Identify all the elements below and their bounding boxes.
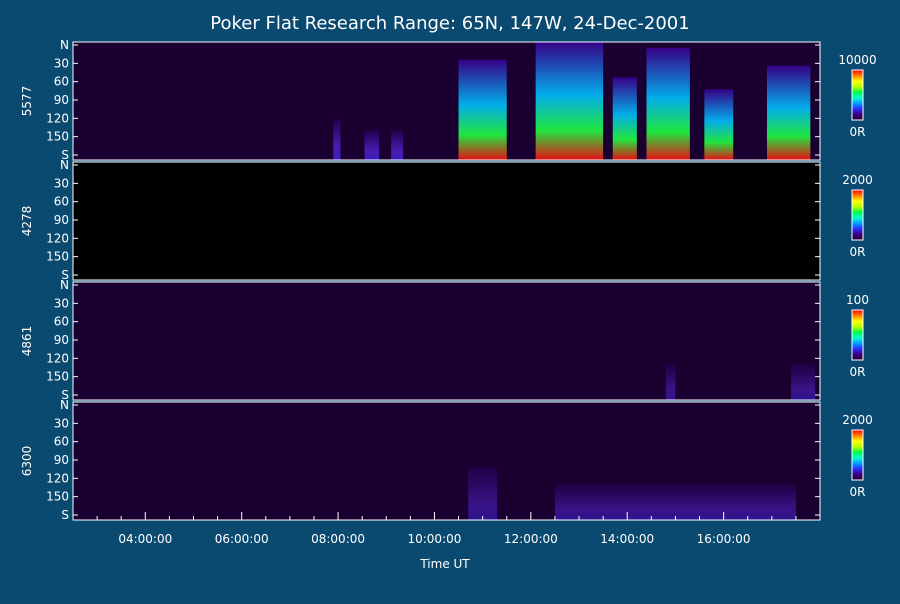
emission-feature-5577-8: [766, 65, 811, 160]
y-tick-label: 120: [46, 231, 69, 245]
y-tick-label: 150: [46, 130, 69, 144]
y-tick-label: 60: [54, 315, 69, 329]
y-tick-label: 150: [46, 370, 69, 384]
colorbar-frame: [851, 429, 864, 481]
colorbar-min-label: 0R: [850, 365, 866, 379]
colorbar-frame: [851, 69, 864, 121]
colorbar-max-label: 2000: [842, 173, 873, 187]
emission-feature-5577-1: [364, 130, 380, 160]
y-tick-label: S: [61, 268, 69, 282]
x-tick-label: 06:00:00: [215, 532, 269, 546]
emission-feature-5577-6: [646, 47, 690, 160]
y-tick-label: N: [60, 158, 69, 172]
panel-5577: N 30 60 90 120 150 S 5577 10000 0R: [20, 38, 877, 162]
panel-4278: N 30 60 90 120 150 S 4278 2000 0R: [20, 158, 873, 282]
y-tick-label: 60: [54, 435, 69, 449]
colorbar-max-label: 10000: [838, 53, 876, 67]
y-tick-label: 90: [54, 93, 69, 107]
chart-title: Poker Flat Research Range: 65N, 147W, 24…: [210, 13, 689, 34]
y-tick-label: 120: [46, 471, 69, 485]
emission-feature-5577-4: [535, 42, 604, 160]
panel-4861: N 30 60 90 120 150 S 4861 100 0R: [20, 278, 869, 402]
y-tick-label: S: [61, 508, 69, 522]
y-tick-label: 30: [54, 416, 69, 430]
y-tick-label: 60: [54, 195, 69, 209]
colorbar: [852, 70, 863, 120]
y-tick-label: 90: [54, 333, 69, 347]
y-tick-label: 30: [54, 176, 69, 190]
colorbar-frame: [851, 189, 864, 241]
x-tick-label: 16:00:00: [697, 532, 751, 546]
colorbar-max-label: 2000: [842, 413, 873, 427]
emission-feature-6300-0: [468, 466, 498, 520]
y-tick-label: 90: [54, 453, 69, 467]
emission-feature-5577-5: [612, 77, 637, 160]
colorbar: [852, 430, 863, 480]
panel-label: 5577: [20, 86, 34, 117]
x-tick-label: 10:00:00: [407, 532, 461, 546]
panel-background: [73, 42, 820, 160]
colorbar-min-label: 0R: [850, 245, 866, 259]
y-tick-label: 30: [54, 296, 69, 310]
panels-group: N 30 60 90 120 150 S 5577 10000 0R N 30 60 90 120 150 S 4…: [20, 38, 877, 522]
y-tick-label: 90: [54, 213, 69, 227]
emission-feature-6300-1: [554, 484, 796, 520]
panel-label: 4861: [20, 326, 34, 357]
panel-frame: [72, 41, 821, 161]
colorbar: [852, 190, 863, 240]
y-tick-label: 150: [46, 490, 69, 504]
colorbar-min-label: 0R: [850, 485, 866, 499]
x-tick-label: 08:00:00: [311, 532, 365, 546]
panel-background: [73, 162, 820, 280]
y-tick-label: N: [60, 278, 69, 292]
emission-feature-4861-0: [665, 364, 676, 400]
colorbar-min-label: 0R: [850, 125, 866, 139]
y-tick-label: N: [60, 38, 69, 52]
y-tick-label: 120: [46, 111, 69, 125]
y-tick-label: 60: [54, 75, 69, 89]
x-tick-label: 12:00:00: [504, 532, 558, 546]
x-tick-label: 04:00:00: [118, 532, 172, 546]
colorbar-max-label: 100: [846, 293, 869, 307]
y-tick-label: 120: [46, 351, 69, 365]
y-tick-label: S: [61, 388, 69, 402]
colorbar: [852, 310, 863, 360]
emission-feature-5577-3: [458, 59, 507, 161]
panel-frame: [72, 161, 821, 281]
y-tick-label: S: [61, 148, 69, 162]
colorbar-frame: [851, 309, 864, 361]
emission-feature-5577-2: [391, 130, 404, 160]
y-tick-label: N: [60, 398, 69, 412]
panel-label: 6300: [20, 446, 34, 477]
y-tick-label: 150: [46, 250, 69, 264]
panel-frame: [72, 281, 821, 401]
emission-feature-4861-1: [791, 364, 816, 400]
x-tick-label: 14:00:00: [600, 532, 654, 546]
y-tick-label: 30: [54, 56, 69, 70]
emission-feature-5577-0: [333, 118, 341, 160]
panel-label: 4278: [20, 206, 34, 237]
x-axis: 04:00:00 06:00:00 08:00:00 10:00:00 12:00:00…: [72, 512, 797, 546]
panel-background: [73, 282, 820, 400]
emission-feature-5577-7: [704, 89, 734, 160]
x-axis-label: Time UT: [419, 557, 470, 571]
panel-frame: [72, 401, 821, 521]
panel-6300: N 30 60 90 120 150 S 6300 2000 0R: [20, 398, 873, 522]
